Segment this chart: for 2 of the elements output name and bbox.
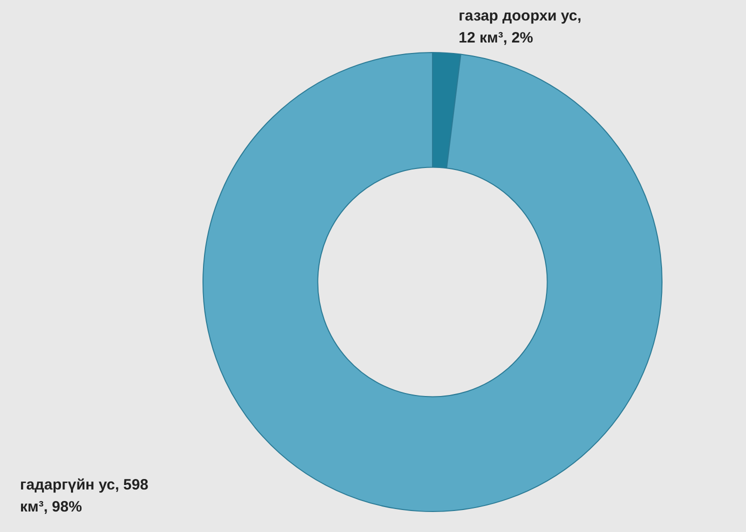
data-label: гадаргүйн ус, 598 км³, 98% [20,476,148,516]
data-label: газар доорхи ус, 12 км³, 2% [458,8,582,47]
